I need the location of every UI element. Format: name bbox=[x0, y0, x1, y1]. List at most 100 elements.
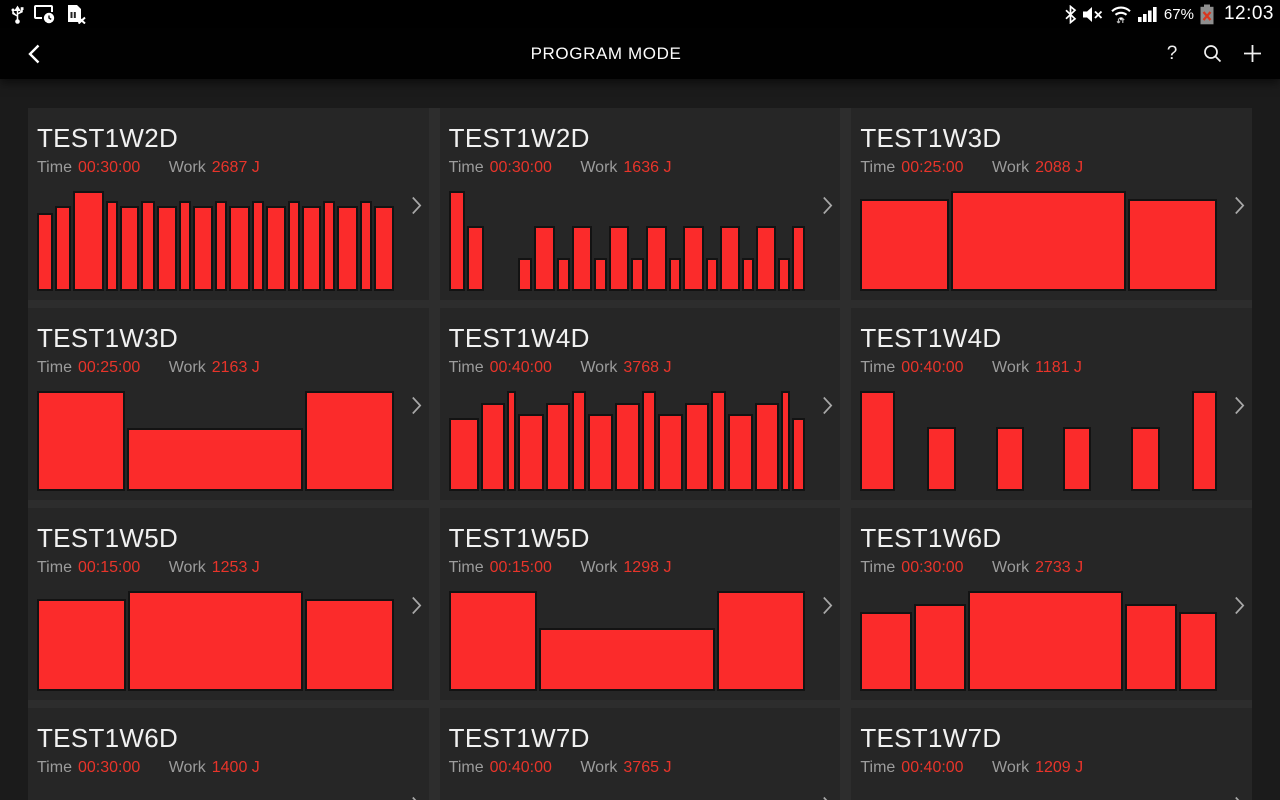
work-value: 1181 J bbox=[1035, 359, 1082, 376]
program-bar bbox=[683, 226, 704, 291]
work-value: 2088 J bbox=[1035, 159, 1084, 176]
program-bar bbox=[127, 591, 303, 691]
program-bar bbox=[305, 391, 394, 491]
program-title: TEST1W5D bbox=[448, 523, 590, 553]
program-bar bbox=[615, 403, 640, 491]
program-bar-chart bbox=[860, 791, 1243, 800]
program-bar bbox=[995, 427, 1024, 491]
program-card[interactable]: TEST1W4D Time 00:40:00 Work 3768 J bbox=[439, 308, 841, 500]
program-bar bbox=[717, 591, 806, 691]
help-button[interactable]: ? bbox=[1166, 42, 1178, 64]
program-bar bbox=[860, 391, 895, 491]
time-label: Time bbox=[860, 559, 896, 576]
time-value: 00:15:00 bbox=[489, 559, 552, 576]
program-bar bbox=[337, 206, 359, 291]
time-value: 00:30:00 bbox=[901, 559, 964, 576]
battery-error-icon bbox=[1200, 4, 1214, 24]
work-label: Work bbox=[992, 359, 1030, 376]
program-card[interactable]: TEST1W7D Time 00:40:00 Work 1209 J bbox=[851, 708, 1252, 800]
usb-icon bbox=[11, 5, 24, 24]
back-button[interactable] bbox=[14, 34, 54, 74]
program-card[interactable]: TEST1W4D Time 00:40:00 Work 1181 J bbox=[851, 308, 1252, 500]
program-bar bbox=[178, 201, 191, 291]
program-bar bbox=[481, 403, 506, 491]
action-bar-actions: ? bbox=[1152, 34, 1272, 74]
program-card[interactable]: TEST1W2D Time 00:30:00 Work 2687 J bbox=[28, 108, 429, 300]
work-value: 2687 J bbox=[211, 159, 260, 176]
chevron-right-icon bbox=[1235, 396, 1245, 415]
time-label: Time bbox=[448, 359, 484, 376]
program-bar bbox=[711, 391, 726, 491]
program-bar bbox=[792, 226, 806, 291]
work-label: Work bbox=[168, 759, 206, 776]
time-label: Time bbox=[37, 359, 72, 376]
time-value: 00:40:00 bbox=[489, 759, 552, 776]
sound-muted-icon bbox=[1082, 6, 1103, 22]
time-value: 00:30:00 bbox=[77, 759, 141, 776]
program-bar bbox=[545, 403, 570, 491]
program-bar bbox=[448, 191, 466, 291]
program-card[interactable]: TEST1W6D Time 00:30:00 Work 1400 J bbox=[28, 708, 429, 800]
sim-missing-icon bbox=[68, 5, 86, 24]
time-value: 00:40:00 bbox=[901, 759, 964, 776]
program-bar bbox=[374, 206, 394, 291]
work-label: Work bbox=[580, 159, 618, 176]
program-bar bbox=[229, 206, 250, 291]
program-card[interactable]: TEST1W3D Time 00:25:00 Work 2088 J bbox=[851, 108, 1252, 300]
work-label: Work bbox=[992, 559, 1030, 576]
program-bar bbox=[778, 258, 791, 291]
program-card[interactable]: TEST1W6D Time 00:30:00 Work 2733 J bbox=[851, 508, 1252, 700]
program-bar bbox=[360, 201, 373, 291]
program-bar bbox=[860, 199, 950, 291]
program-bar bbox=[323, 201, 336, 291]
content-area: TEST1W2D Time 00:30:00 Work 2687 J TEST1W2… bbox=[0, 79, 1280, 800]
program-bar bbox=[534, 226, 555, 291]
chevron-right-icon bbox=[1235, 796, 1240, 800]
program-bar bbox=[517, 414, 544, 491]
program-bar bbox=[657, 414, 684, 491]
work-value: 3765 J bbox=[623, 759, 672, 776]
chevron-right-icon bbox=[411, 396, 422, 415]
program-bar bbox=[1063, 427, 1092, 491]
program-bar bbox=[587, 414, 614, 491]
cellular-signal-icon bbox=[1137, 7, 1157, 22]
work-value: 2163 J bbox=[211, 359, 260, 376]
program-title: TEST1W2D bbox=[448, 123, 590, 153]
program-card[interactable]: TEST1W2D Time 00:30:00 Work 1636 J bbox=[439, 108, 841, 300]
work-value: 1298 J bbox=[623, 559, 672, 576]
program-bar bbox=[860, 612, 913, 691]
program-bar bbox=[37, 213, 54, 291]
program-bar bbox=[556, 258, 570, 291]
add-button[interactable] bbox=[1232, 34, 1272, 74]
program-bar bbox=[448, 591, 537, 691]
program-meta: Time 00:40:00 Work 1209 J bbox=[860, 758, 1243, 778]
status-bar: 67% 12:03 bbox=[0, 0, 1280, 28]
program-meta: Time 00:40:00 Work 3765 J bbox=[449, 758, 832, 778]
work-value: 1253 J bbox=[211, 559, 260, 576]
program-bar bbox=[127, 428, 304, 491]
program-card[interactable]: TEST1W5D Time 00:15:00 Work 1253 J bbox=[28, 508, 429, 700]
program-bar bbox=[301, 206, 322, 291]
program-card[interactable]: TEST1W7D Time 00:40:00 Work 3765 J bbox=[439, 708, 841, 800]
program-bar bbox=[55, 206, 71, 291]
program-bar-chart bbox=[448, 391, 832, 491]
program-bar bbox=[792, 418, 806, 491]
program-card[interactable]: TEST1W5D Time 00:15:00 Work 1298 J bbox=[439, 508, 841, 700]
program-bar bbox=[914, 604, 966, 691]
program-bar bbox=[467, 226, 484, 291]
program-card[interactable]: TEST1W3D Time 00:25:00 Work 2163 J bbox=[28, 308, 429, 500]
program-bar bbox=[507, 391, 516, 491]
chevron-right-icon bbox=[823, 396, 833, 415]
time-label: Time bbox=[860, 759, 896, 776]
program-bar bbox=[251, 201, 264, 291]
work-label: Work bbox=[992, 159, 1030, 176]
program-bar-chart bbox=[860, 391, 1243, 491]
time-label: Time bbox=[448, 759, 484, 776]
chevron-right-icon bbox=[411, 796, 416, 800]
program-bar bbox=[720, 226, 740, 291]
program-bar-chart bbox=[449, 791, 832, 800]
work-label: Work bbox=[168, 159, 206, 176]
time-value: 00:40:00 bbox=[901, 359, 964, 376]
search-button[interactable] bbox=[1192, 34, 1232, 74]
